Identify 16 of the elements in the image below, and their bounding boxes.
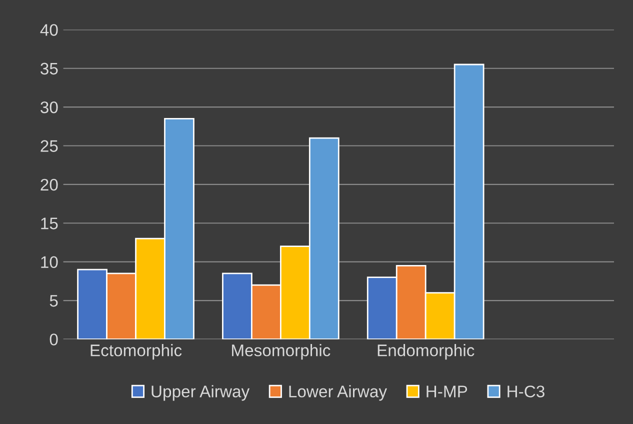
y-tick-label: 5 [50, 295, 58, 307]
y-tick-label: 30 [40, 101, 58, 114]
x-tick-label: Mesomorphic [232, 344, 330, 360]
y-tick-label: 35 [40, 62, 58, 75]
y-tick-label: 10 [41, 256, 58, 268]
legend-label: Lower Airway [289, 385, 387, 401]
legend-label: H-MP [426, 386, 468, 398]
y-tick-label: 25 [40, 140, 58, 152]
x-tick-label: Ectomorphic [90, 344, 182, 360]
y-tick-label: 15 [41, 218, 58, 230]
legend-label: Upper Airway [152, 385, 250, 401]
y-tick-label: 40 [40, 24, 58, 36]
y-tick-label: 0 [50, 334, 58, 346]
legend-label: H-C3 [508, 386, 544, 398]
x-tick-label: Endomorphic [378, 344, 474, 360]
y-tick-label: 20 [40, 178, 58, 191]
